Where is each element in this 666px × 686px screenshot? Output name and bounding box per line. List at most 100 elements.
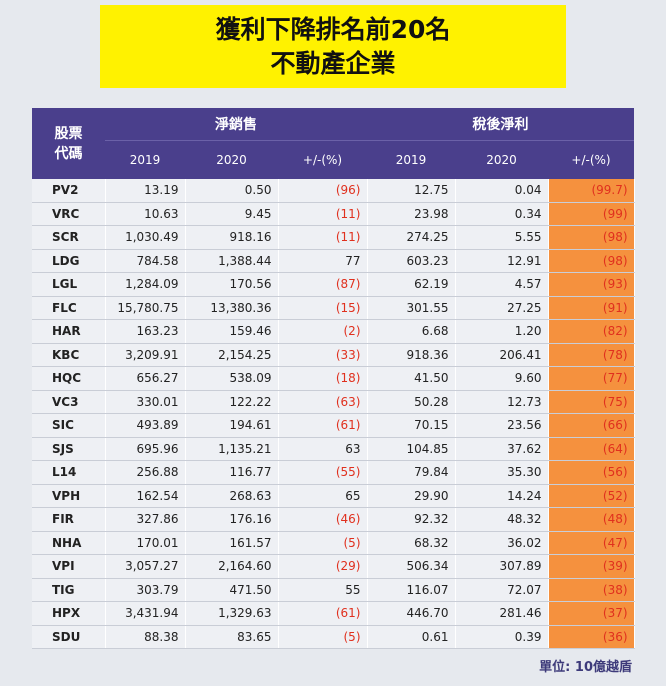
value-cell: (93) <box>548 272 635 297</box>
value-cell: 13.19 <box>105 179 186 203</box>
table-row: SJS 695.96 1,135.21 63 104.85 37.62 (64) <box>32 437 635 461</box>
value-cell: 6.68 <box>367 319 456 344</box>
value-cell: (52) <box>548 484 635 508</box>
value-cell: 104.85 <box>367 437 456 461</box>
value-cell: (98) <box>548 225 635 250</box>
table-row: HPX 3,431.94 1,329.63 (61) 446.70 281.46 (37) <box>32 601 635 626</box>
stock-code: SIC <box>32 413 106 438</box>
value-cell: 1,329.63 <box>185 601 279 626</box>
value-cell: (46) <box>278 507 368 532</box>
value-cell: (82) <box>548 319 635 344</box>
value-cell: 274.25 <box>367 225 456 250</box>
stock-code: SJS <box>32 437 106 461</box>
value-cell: 14.24 <box>455 484 549 508</box>
value-cell: 23.56 <box>455 413 549 438</box>
value-cell: 10.63 <box>105 202 186 226</box>
stock-code: SDU <box>32 625 106 649</box>
value-cell: 9.60 <box>455 366 549 391</box>
value-cell: (33) <box>278 343 368 367</box>
value-cell: 918.36 <box>367 343 456 367</box>
value-cell: 72.07 <box>455 578 549 602</box>
value-cell: 116.77 <box>185 460 279 485</box>
table-row: VC3 330.01 122.22 (63) 50.28 12.73 (75) <box>32 390 635 414</box>
table-row: VPH 162.54 268.63 65 29.90 14.24 (52) <box>32 484 635 508</box>
value-cell: (78) <box>548 343 635 367</box>
table-header: 股票 代碼 淨銷售 稅後淨利 2019 2020 +/-(%) 2019 2020 +/-(… <box>32 108 635 179</box>
table-row: SDU 88.38 83.65 (5) 0.61 0.39 (36) <box>32 625 635 649</box>
table-row: FLC 15,780.75 13,380.36 (15) 301.55 27.25 (91) <box>32 296 635 320</box>
sub-header: 2019 <box>367 140 455 179</box>
value-cell: 162.54 <box>105 484 186 508</box>
value-cell: (18) <box>278 366 368 391</box>
value-cell: 1,388.44 <box>185 249 279 273</box>
value-cell: (61) <box>278 413 368 438</box>
table-row: TIG 303.79 471.50 55 116.07 72.07 (38) <box>32 578 635 602</box>
value-cell: 918.16 <box>185 225 279 250</box>
table-row: HQC 656.27 538.09 (18) 41.50 9.60 (77) <box>32 366 635 391</box>
table-row: LDG 784.58 1,388.44 77 603.23 12.91 (98) <box>32 249 635 273</box>
value-cell: 12.75 <box>367 179 456 203</box>
value-cell: (99) <box>548 202 635 226</box>
value-cell: (5) <box>278 625 368 649</box>
value-cell: 63 <box>278 437 368 461</box>
value-cell: 268.63 <box>185 484 279 508</box>
value-cell: 161.57 <box>185 531 279 555</box>
value-cell: 170.56 <box>185 272 279 297</box>
data-table: 股票 代碼 淨銷售 稅後淨利 2019 2020 +/-(%) 2019 2020 +/-(… <box>32 108 635 649</box>
value-cell: (91) <box>548 296 635 320</box>
value-cell: 15,780.75 <box>105 296 186 320</box>
value-cell: 122.22 <box>185 390 279 414</box>
value-cell: (87) <box>278 272 368 297</box>
stock-code: VPI <box>32 554 106 579</box>
value-cell: (63) <box>278 390 368 414</box>
code-header: 股票 代碼 <box>32 108 105 179</box>
header-text: 股票 <box>54 125 83 142</box>
value-cell: 88.38 <box>105 625 186 649</box>
value-cell: (98) <box>548 249 635 273</box>
value-cell: 493.89 <box>105 413 186 438</box>
value-cell: 695.96 <box>105 437 186 461</box>
value-cell: (11) <box>278 225 368 250</box>
value-cell: 163.23 <box>105 319 186 344</box>
value-cell: 0.39 <box>455 625 549 649</box>
header-row: 2019 2020 +/-(%) 2019 2020 +/-(%) <box>32 140 635 179</box>
value-cell: 0.61 <box>367 625 456 649</box>
table-row: SIC 493.89 194.61 (61) 70.15 23.56 (66) <box>32 413 635 438</box>
table-row: PV2 13.19 0.50 (96) 12.75 0.04 (99.7) <box>32 179 635 203</box>
value-cell: 0.04 <box>455 179 549 203</box>
value-cell: 70.15 <box>367 413 456 438</box>
value-cell: 1.20 <box>455 319 549 344</box>
sub-header: 2020 <box>185 140 278 179</box>
value-cell: 41.50 <box>367 366 456 391</box>
table-row: HAR 163.23 159.46 (2) 6.68 1.20 (82) <box>32 319 635 344</box>
value-cell: 12.91 <box>455 249 549 273</box>
value-cell: (96) <box>278 179 368 203</box>
value-cell: 327.86 <box>105 507 186 532</box>
value-cell: 36.02 <box>455 531 549 555</box>
table-row: VRC 10.63 9.45 (11) 23.98 0.34 (99) <box>32 202 635 226</box>
value-cell: (77) <box>548 366 635 391</box>
stock-code: HQC <box>32 366 106 391</box>
value-cell: 5.55 <box>455 225 549 250</box>
value-cell: 2,164.60 <box>185 554 279 579</box>
stock-code: VPH <box>32 484 106 508</box>
value-cell: (2) <box>278 319 368 344</box>
value-cell: 12.73 <box>455 390 549 414</box>
value-cell: 656.27 <box>105 366 186 391</box>
stock-code: FLC <box>32 296 106 320</box>
sub-header: 2020 <box>455 140 548 179</box>
value-cell: 471.50 <box>185 578 279 602</box>
value-cell: (15) <box>278 296 368 320</box>
value-cell: (75) <box>548 390 635 414</box>
value-cell: 9.45 <box>185 202 279 226</box>
stock-code: LDG <box>32 249 106 273</box>
value-cell: 29.90 <box>367 484 456 508</box>
header-text: 代碼 <box>54 145 83 162</box>
title-box: 獲利下降排名前20名 不動產企業 <box>100 5 566 88</box>
value-cell: (55) <box>278 460 368 485</box>
value-cell: (36) <box>548 625 635 649</box>
value-cell: 116.07 <box>367 578 456 602</box>
value-cell: 27.25 <box>455 296 549 320</box>
